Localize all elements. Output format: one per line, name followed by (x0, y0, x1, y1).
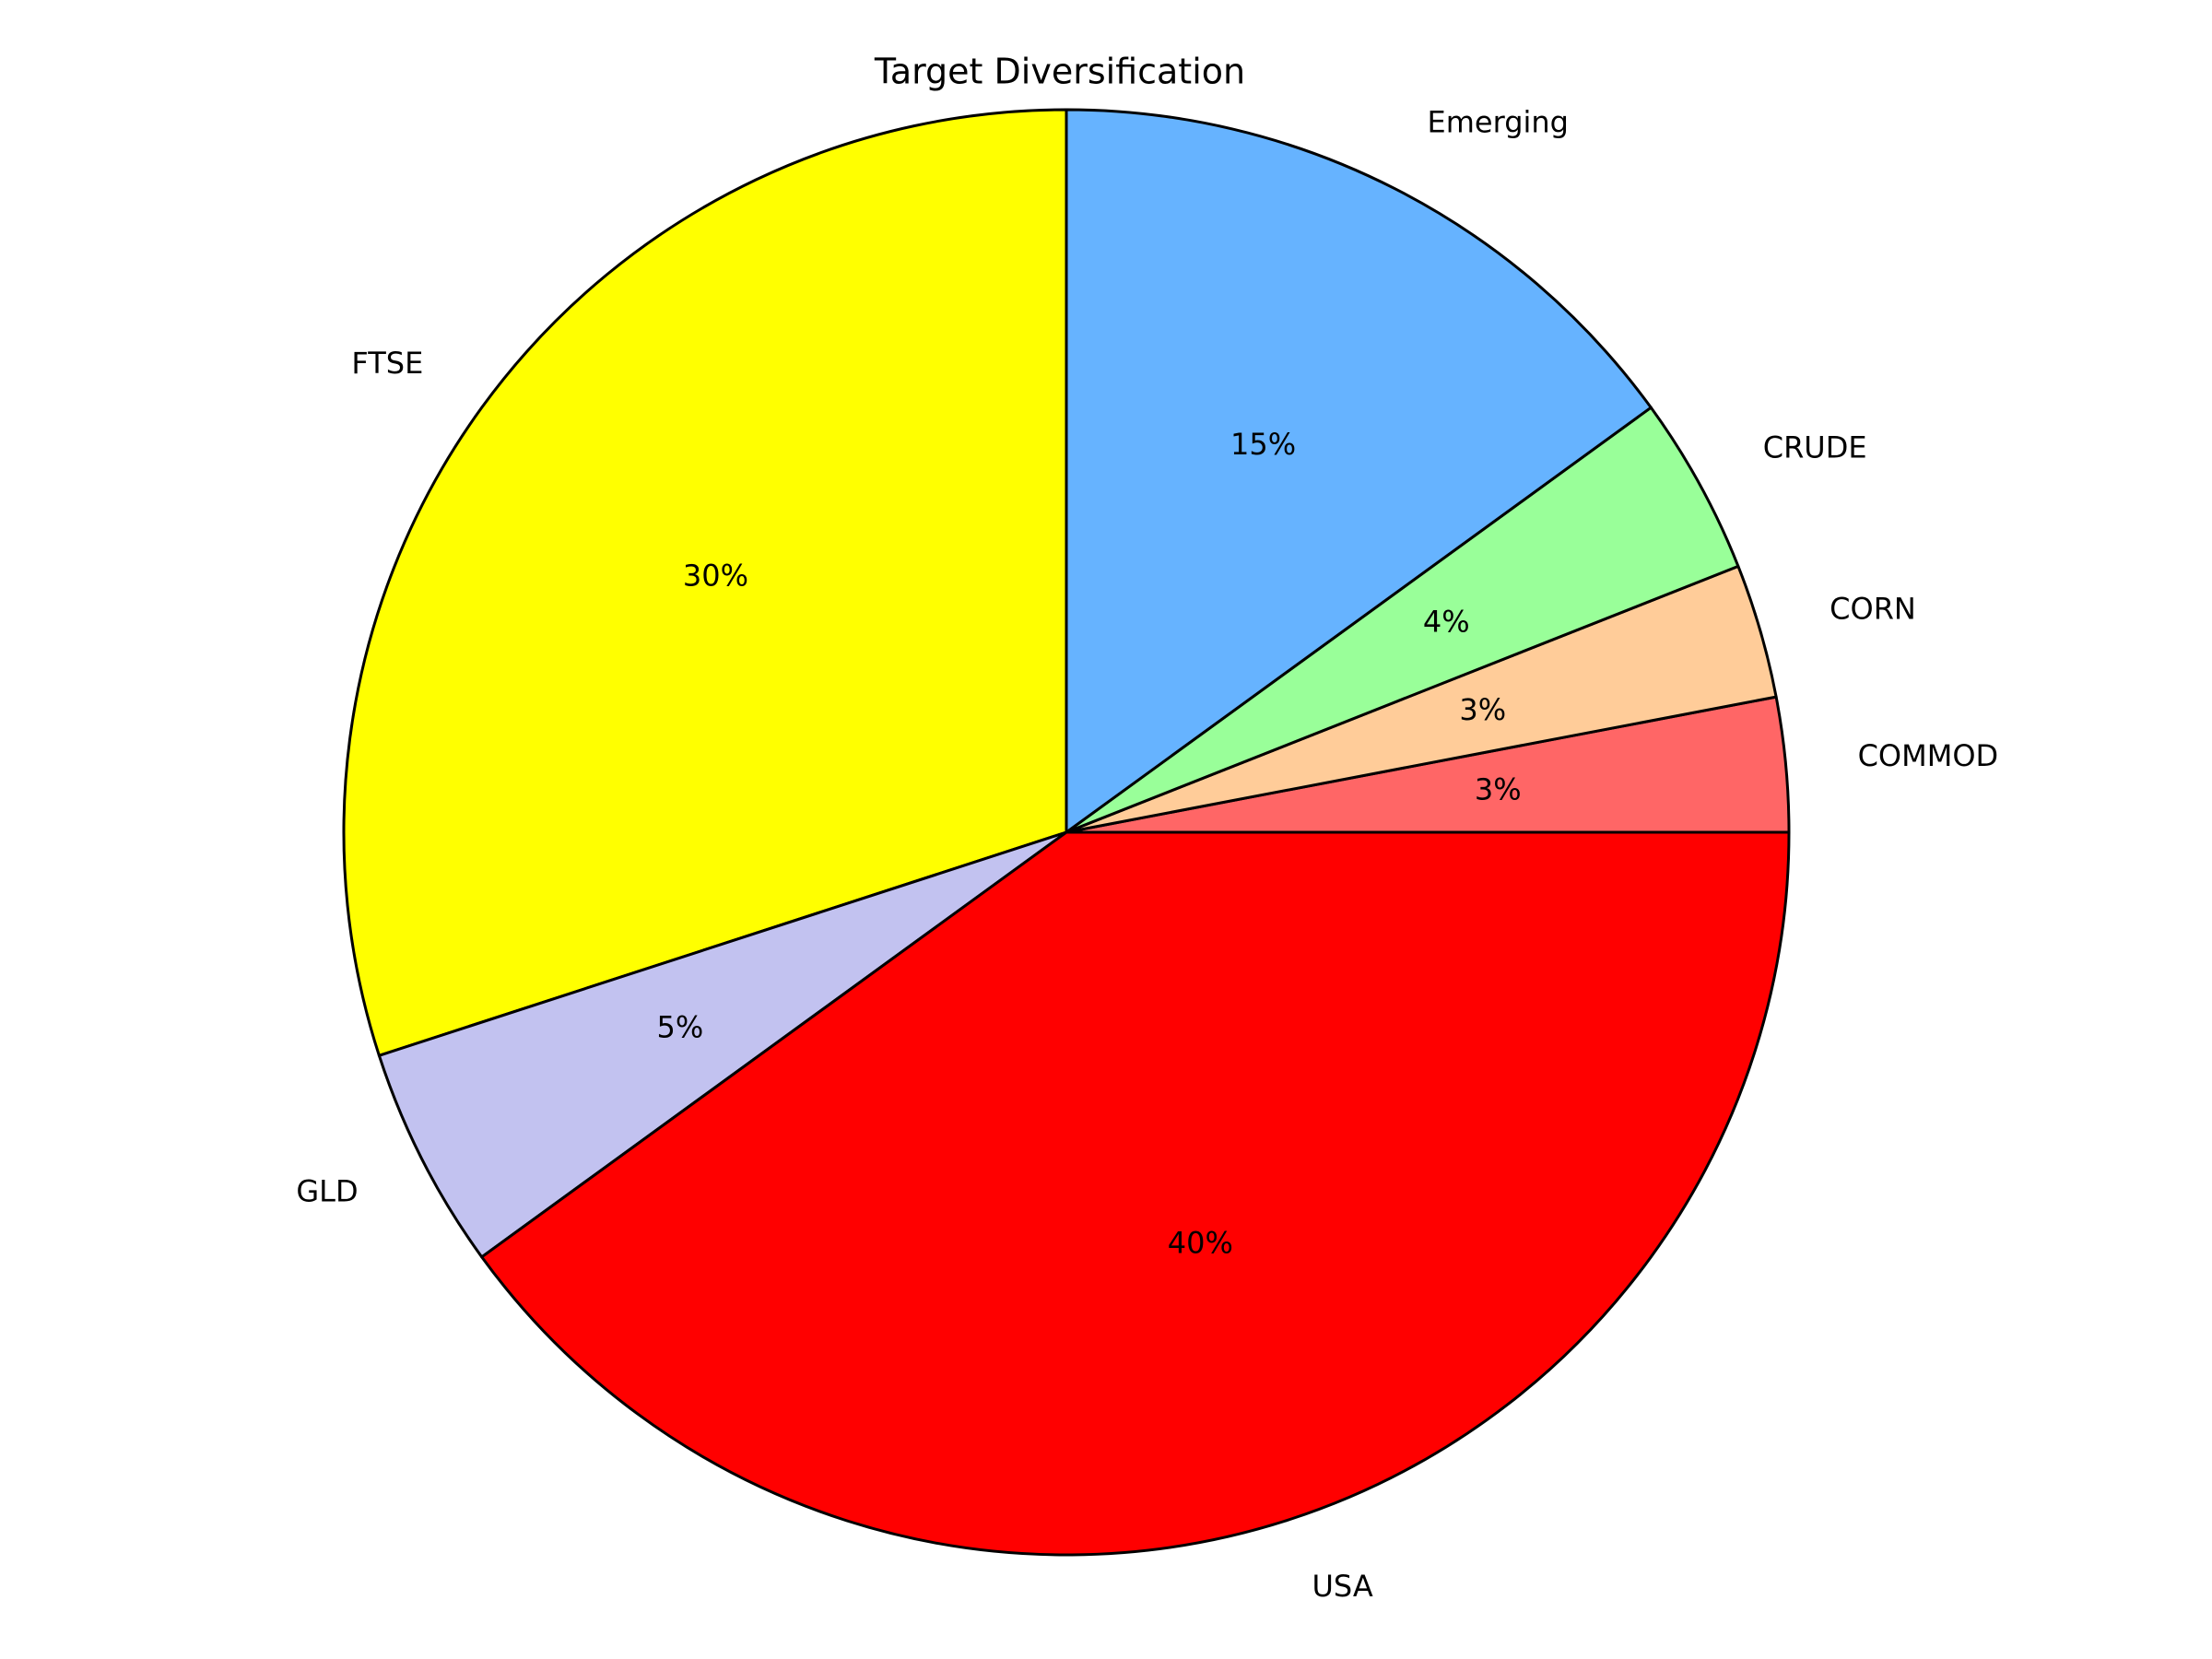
pie-slice (1065, 406, 1740, 834)
value-label: 15% (1230, 427, 1296, 462)
pie-slice (377, 830, 1068, 1259)
slice-label: CORN (1830, 591, 1916, 626)
value-label: 40% (1168, 1225, 1233, 1260)
value-label: 3% (1475, 772, 1522, 807)
slice-label: USA (1312, 1569, 1372, 1604)
slice-label: CRUDE (1763, 430, 1867, 465)
chart-title: Target Diversification (874, 52, 1245, 92)
pie-slice (342, 108, 1068, 1057)
slice-label: FTSE (351, 346, 423, 381)
pie-slice (1065, 108, 1653, 834)
value-label: 30% (683, 559, 748, 594)
pie-slice (480, 830, 1791, 1557)
slice-label: COMMOD (1858, 738, 1999, 773)
value-label: 4% (1423, 604, 1470, 639)
slice-label: GLD (296, 1174, 358, 1209)
value-label: 3% (1459, 692, 1506, 727)
slice-label: Emerging (1428, 105, 1569, 140)
value-label: 5% (656, 1010, 703, 1045)
